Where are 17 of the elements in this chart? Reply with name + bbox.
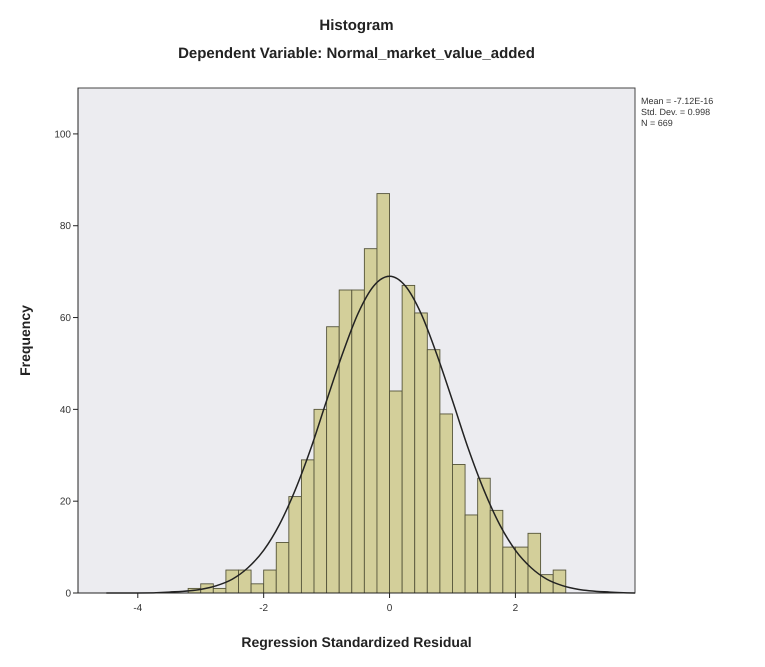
y-axis-title: Frequency — [17, 304, 33, 376]
y-tick-label: 80 — [60, 221, 72, 232]
chart-title: Histogram — [319, 17, 394, 34]
chart-subtitle: Dependent Variable: Normal_market_value_added — [178, 45, 535, 62]
x-tick-label: 0 — [386, 603, 393, 614]
text: N = 669 — [641, 118, 673, 128]
x-tick-label: 2 — [512, 603, 519, 614]
text: Std. Dev. = 0.998 — [641, 107, 710, 117]
text: Mean = -7.12E-16 — [641, 96, 714, 106]
y-tick-label: 100 — [54, 129, 72, 140]
x-axis-title: Regression Standardized Residual — [241, 634, 472, 650]
y-tick-label: 40 — [60, 404, 72, 416]
y-tick-label: 60 — [60, 313, 72, 324]
x-tick-label: -2 — [259, 603, 269, 614]
y-tick-label: 0 — [65, 588, 72, 600]
y-tick-label: 20 — [60, 496, 72, 508]
x-tick-label: -4 — [133, 603, 143, 614]
